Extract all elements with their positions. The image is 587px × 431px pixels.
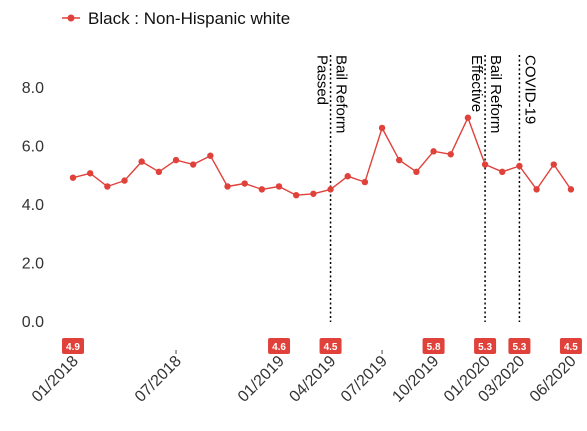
event-annotation: Effective [468, 55, 485, 112]
data-label-box [422, 338, 445, 354]
event-annotation: Bail Reform [333, 55, 350, 133]
y-tick-label: 6.0 [22, 139, 44, 156]
data-label: 4.6 [272, 342, 286, 353]
data-point [121, 177, 128, 184]
data-point [224, 183, 231, 190]
data-label: 5.3 [478, 342, 492, 353]
data-point [189, 161, 197, 168]
data-label-box [268, 338, 291, 354]
data-label-box [474, 338, 497, 354]
legend-marker [67, 14, 75, 22]
data-point [447, 151, 454, 158]
data-point [258, 186, 266, 193]
data-point [344, 173, 351, 180]
data-label: 5.8 [427, 342, 441, 353]
data-point [86, 170, 94, 177]
data-point [293, 192, 300, 199]
data-label-box [559, 338, 582, 354]
data-point [104, 183, 111, 190]
legend-label: Black : Non-Hispanic white [88, 9, 290, 28]
data-point [550, 161, 557, 168]
y-tick-label: 8.0 [22, 80, 44, 97]
y-tick-label: 0.0 [22, 314, 44, 331]
data-point [533, 186, 540, 193]
data-point [516, 162, 523, 170]
data-label-box [508, 338, 531, 354]
y-tick-label: 2.0 [22, 256, 44, 273]
data-point [207, 152, 214, 159]
x-tick-label: 04/2019 [286, 353, 339, 406]
y-tick-label: 4.0 [22, 197, 44, 214]
x-tick-label: 07/2019 [338, 353, 391, 406]
data-point [241, 180, 248, 187]
data-point [69, 174, 77, 181]
x-tick-label: 10/2019 [389, 353, 442, 406]
event-annotation: Passed [314, 55, 331, 105]
x-tick-label: 07/2018 [132, 353, 185, 406]
data-point [499, 168, 506, 176]
data-point [275, 183, 283, 190]
data-point [361, 178, 369, 186]
data-point [172, 156, 180, 164]
data-point [327, 186, 334, 193]
data-label: 4.5 [564, 342, 578, 353]
data-point [138, 158, 145, 165]
x-tick-label: 01/2018 [29, 353, 82, 406]
data-label-box [319, 338, 342, 354]
data-point [464, 114, 472, 121]
data-point [481, 161, 489, 168]
x-tick-label: 01/2019 [235, 353, 288, 406]
data-point [155, 168, 163, 176]
data-label: 4.9 [66, 342, 80, 353]
event-annotation: Bail Reform [487, 55, 504, 133]
data-point [396, 156, 403, 164]
data-label-box [62, 338, 84, 354]
data-point [310, 190, 317, 197]
data-label: 5.3 [512, 342, 526, 353]
data-point [430, 148, 437, 155]
x-tick-label: 06/2020 [527, 353, 580, 406]
data-point [567, 186, 575, 193]
data-point [413, 168, 420, 176]
data-point [378, 124, 386, 132]
data-label: 4.5 [324, 342, 338, 353]
event-annotation: COVID-19 [521, 55, 538, 124]
